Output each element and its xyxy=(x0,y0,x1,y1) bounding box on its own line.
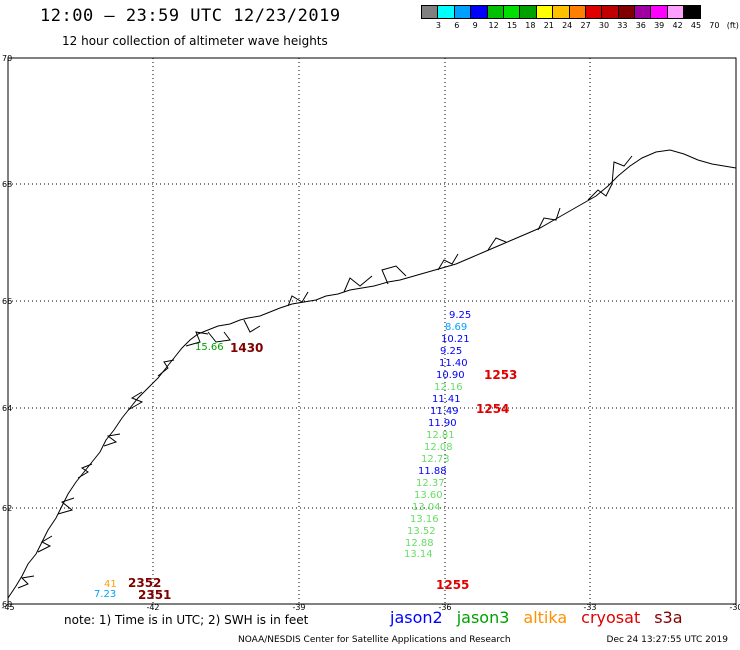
wave-height-value: 41 xyxy=(104,579,117,590)
colorbar-label: 70 xyxy=(709,21,720,30)
wave-height-value: 13.52 xyxy=(407,526,436,537)
colorbar-label: 3 xyxy=(435,21,441,30)
colorbar-label: 6 xyxy=(454,21,460,30)
colorbar-label: 39 xyxy=(654,21,665,30)
latitude-label: 70 xyxy=(2,54,12,63)
wave-height-value: 11.49 xyxy=(430,406,459,417)
colorbar-label: 18 xyxy=(525,21,536,30)
map-area: -45 -42 -39 -36 -33 -30 70 68 66 64 62 60 9.25 8.69 1… xyxy=(1,54,740,612)
observations-layer: 9.258.6910.219.2511.4010.9012.1611.4111.… xyxy=(94,310,517,602)
latitude-label: 62 xyxy=(2,504,12,513)
longitude-label: -45 xyxy=(1,603,14,612)
wave-height-value: 13.04 xyxy=(412,502,441,513)
colorbar-label: 12 xyxy=(488,21,499,30)
colorbar-label: 45 xyxy=(690,21,702,30)
observation-time: 1253 xyxy=(484,368,517,382)
satellite-legend: jason2 jason3 altika cryosat s3a xyxy=(390,608,697,627)
wave-height-value: 13.60 xyxy=(414,490,443,501)
longitude-label: -33 xyxy=(583,603,596,612)
footer-credit: NOAA/NESDIS Center for Satellite Applica… xyxy=(238,635,511,645)
colorbar-label: 33 xyxy=(617,21,628,30)
wave-height-value: 7.23 xyxy=(94,589,116,600)
colorbar-swatch xyxy=(601,5,619,19)
colorbar-swatch xyxy=(535,5,554,19)
generation-timestamp: Dec 24 13:27:55 UTC 2019 xyxy=(606,635,728,645)
longitude-label: -36 xyxy=(438,603,451,612)
colorbar-swatch xyxy=(650,5,668,19)
longitude-label: -39 xyxy=(292,603,305,612)
colorbar-swatch xyxy=(666,5,685,19)
wave-height-value: 10.90 xyxy=(436,370,465,381)
wave-height-value: 11.90 xyxy=(428,418,457,429)
observation-time: 2351 xyxy=(138,588,171,602)
colorbar-swatch xyxy=(568,5,586,19)
graticule: -45 -42 -39 -36 -33 -30 70 68 66 64 62 60 xyxy=(1,54,740,612)
latitude-label: 60 xyxy=(2,600,12,609)
colorbar-label: 42 xyxy=(672,21,683,30)
wave-height-value: 15.66 xyxy=(195,342,224,353)
observation-time: 1255 xyxy=(436,578,469,592)
colorbar-swatch xyxy=(470,5,488,19)
wave-height-value: 12.88 xyxy=(405,538,434,549)
colorbar-label: 9 xyxy=(472,21,478,30)
satellite-legend-item: jason3 xyxy=(456,608,510,627)
latitude-label: 66 xyxy=(2,297,12,306)
colorbar-swatch xyxy=(453,5,472,19)
wave-height-value: 12.16 xyxy=(434,382,463,393)
wave-height-colorbar xyxy=(421,5,701,19)
observation-time: 1254 xyxy=(476,402,509,416)
latitude-label: 64 xyxy=(2,404,12,413)
satellite-legend-item: s3a xyxy=(654,608,683,627)
colorbar-swatch xyxy=(437,5,455,19)
colorbar-label: 30 xyxy=(598,21,610,30)
wave-height-value: 9.25 xyxy=(440,346,462,357)
colorbar-label: 27 xyxy=(580,21,591,30)
wave-height-value: 12.37 xyxy=(416,478,445,489)
colorbar-label: (ft) xyxy=(726,21,739,30)
wave-height-value: 8.69 xyxy=(445,322,467,333)
colorbar-swatch xyxy=(552,5,570,19)
coastline-path xyxy=(7,149,737,599)
colorbar-label: 24 xyxy=(562,21,573,30)
colorbar-swatch xyxy=(502,5,521,19)
colorbar-swatch xyxy=(421,5,439,19)
colorbar-swatch xyxy=(519,5,537,19)
colorbar-labels: 3 6 9 12 15 18 21 24 27 30 33 36 39 42 45 70 (ft) xyxy=(421,21,740,33)
colorbar-label: 15 xyxy=(506,21,518,30)
colorbar-label: 21 xyxy=(543,21,554,30)
map-border xyxy=(7,57,737,605)
wave-height-value: 13.16 xyxy=(410,514,439,525)
longitude-label: -42 xyxy=(146,603,159,612)
colorbar-swatch xyxy=(634,5,652,19)
colorbar-label: 36 xyxy=(635,21,646,30)
wave-height-value: 12.73 xyxy=(421,454,450,465)
greenland-coastline xyxy=(7,149,737,599)
colorbar-swatch xyxy=(617,5,636,19)
longitude-label: -30 xyxy=(729,603,740,612)
satellite-legend-item: altika xyxy=(523,608,568,627)
wave-height-value: 11.41 xyxy=(432,394,461,405)
footer-note: note: 1) Time is in UTC; 2) SWH is in fe… xyxy=(64,613,309,627)
colorbar-swatch xyxy=(584,5,603,19)
observation-time: 1430 xyxy=(230,341,263,355)
wave-height-value: 13.14 xyxy=(404,549,433,560)
satellite-legend-item: jason2 xyxy=(390,608,443,627)
observation-time: 2352 xyxy=(128,576,161,590)
wave-height-value: 9.25 xyxy=(449,310,471,321)
wave-height-value: 12.81 xyxy=(426,430,455,441)
colorbar-swatch xyxy=(486,5,504,19)
map-title: 12:00 – 23:59 UTC 12/23/2019 xyxy=(40,6,341,26)
map-subtitle: 12 hour collection of altimeter wave hei… xyxy=(62,34,328,48)
satellite-legend-item: cryosat xyxy=(581,608,641,627)
wave-height-value: 11.40 xyxy=(439,358,468,369)
wave-height-value: 11.88 xyxy=(418,466,447,477)
colorbar-swatch xyxy=(683,5,701,19)
latitude-label: 68 xyxy=(2,180,12,189)
wave-height-value: 10.21 xyxy=(441,334,470,345)
coastline-fjords xyxy=(17,155,633,589)
wave-height-value: 12.08 xyxy=(424,442,453,453)
